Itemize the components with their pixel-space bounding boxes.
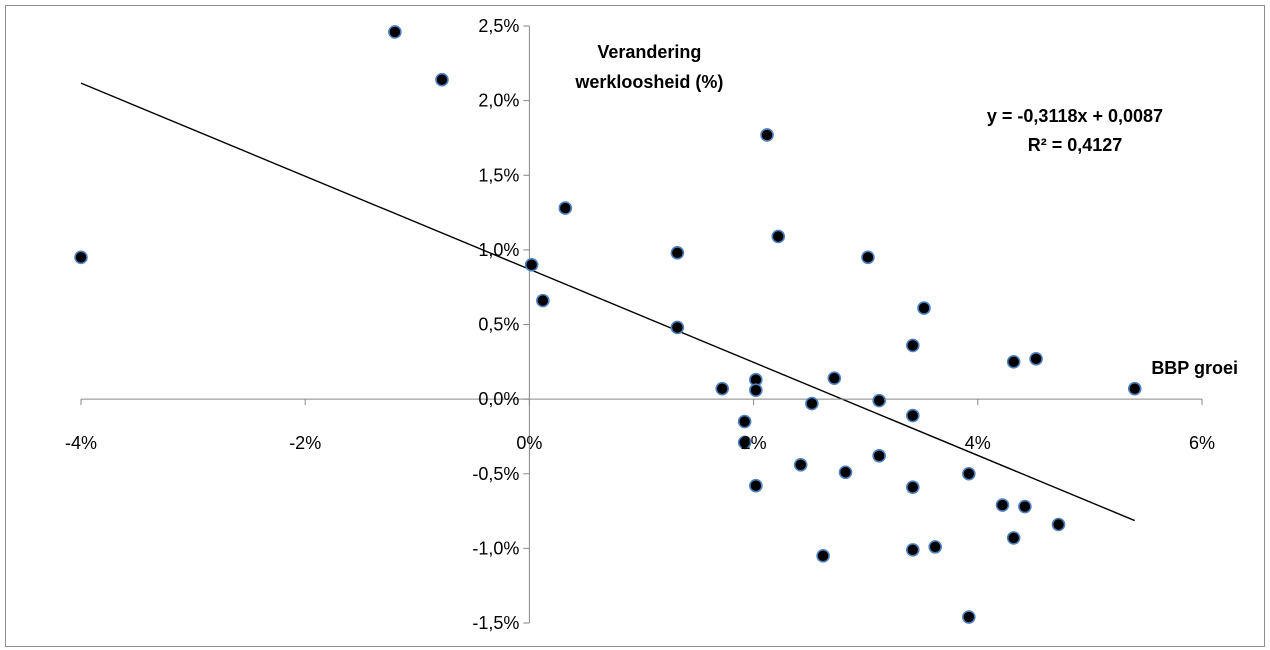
x-tick-label: 4%	[965, 433, 991, 453]
data-point	[805, 396, 819, 411]
data-point	[816, 549, 830, 563]
trendline	[80, 82, 1136, 522]
data-point	[749, 383, 763, 397]
data-point	[928, 540, 943, 554]
data-point	[536, 293, 550, 308]
data-point	[793, 457, 808, 472]
data-point	[737, 414, 752, 429]
y-axis-title: werkloosheid (%)	[574, 72, 723, 92]
y-tick-label: 2,5%	[478, 16, 519, 36]
y-axis-title: Verandering	[597, 42, 701, 62]
data-point	[962, 466, 976, 481]
data-point	[905, 338, 920, 353]
x-tick-label: -4%	[65, 433, 97, 453]
scatter-chart: -4% -2% 0% 2% 4% 6% 2,5% 2,0% 1,5% 1,0% 0,5% 0,0% -0…	[65, 16, 1238, 633]
data-point	[715, 381, 730, 396]
data-point	[760, 128, 774, 142]
data-point	[995, 498, 1010, 512]
trendline-r-squared: R² = 0,4127	[1028, 135, 1123, 155]
labels-group: -4% -2% 0% 2% 4% 6% 2,5% 2,0% 1,5% 1,0% 0,5% 0,0% -0…	[65, 16, 1238, 633]
y-tick-label: -0,5%	[472, 464, 519, 484]
data-point	[670, 246, 685, 260]
x-tick-label: 2%	[741, 433, 767, 453]
data-point	[861, 250, 875, 265]
data-point	[749, 478, 763, 493]
data-point	[1006, 531, 1021, 545]
data-point	[872, 449, 886, 463]
trendline-equation: y = -0,3118x + 0,0087	[987, 106, 1163, 126]
data-point	[962, 610, 976, 624]
data-point	[827, 371, 842, 386]
x-tick-label: 6%	[1189, 433, 1215, 453]
data-point	[1029, 352, 1043, 366]
chart-frame: -4% -2% 0% 2% 4% 6% 2,5% 2,0% 1,5% 1,0% 0,5% 0,0% -0…	[5, 5, 1265, 647]
y-tick-label: 1,5%	[478, 165, 519, 185]
x-axis-title: BBP groei	[1151, 358, 1238, 378]
data-point	[670, 320, 685, 335]
data-point	[905, 408, 920, 423]
x-tick-label: 0%	[516, 433, 542, 453]
data-point	[74, 250, 88, 265]
data-point	[737, 435, 752, 450]
data-point	[524, 257, 539, 272]
y-tick-label: -1,5%	[472, 613, 519, 633]
data-point	[1018, 499, 1032, 514]
y-tick-label: -1,0%	[472, 538, 519, 558]
y-tick-label: 2,0%	[478, 91, 519, 111]
data-point	[558, 201, 573, 215]
x-tick-label: -2%	[289, 433, 321, 453]
y-tick-label: 1,0%	[478, 240, 519, 260]
data-point	[388, 25, 402, 39]
data-point	[1051, 517, 1066, 532]
data-point	[771, 229, 786, 244]
data-points-group	[74, 25, 1142, 624]
data-point	[905, 480, 920, 494]
axes-group	[80, 25, 1203, 624]
data-point	[1127, 381, 1142, 396]
data-point	[435, 72, 449, 87]
y-tick-label: 0,5%	[478, 315, 519, 335]
data-point	[905, 543, 920, 557]
trendline-group	[80, 82, 1136, 522]
data-point	[838, 465, 853, 480]
y-tick-label: 0,0%	[478, 389, 519, 409]
data-point	[1006, 355, 1021, 369]
data-point	[917, 301, 931, 315]
data-point	[872, 393, 886, 408]
